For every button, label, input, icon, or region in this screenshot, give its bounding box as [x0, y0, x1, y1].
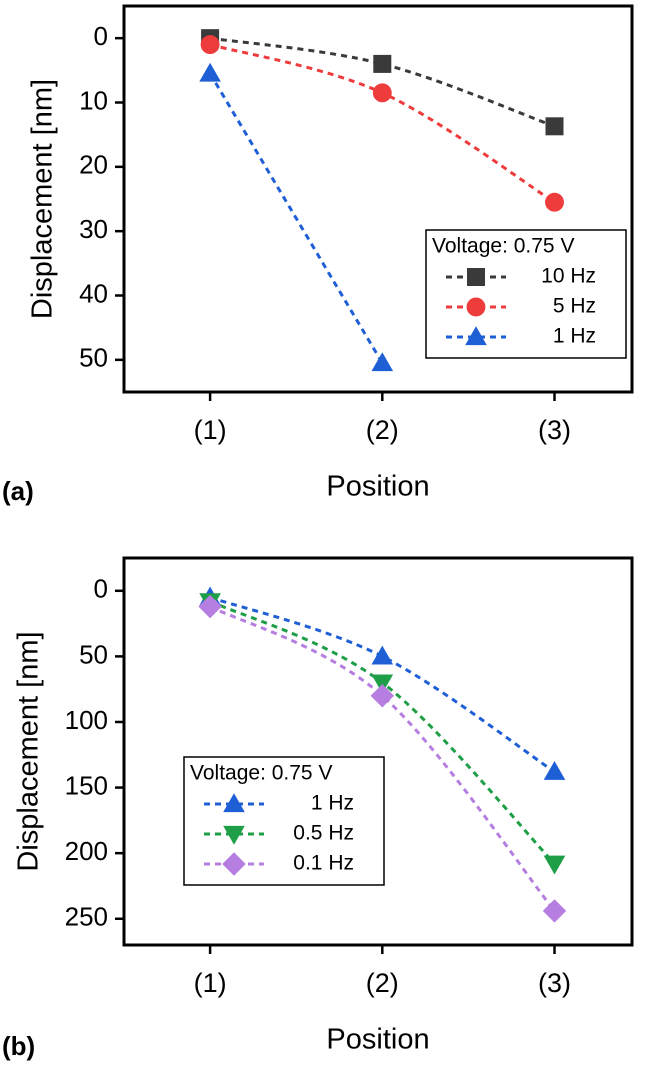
x-tick-label: (2): [366, 968, 399, 998]
data-point: [371, 645, 394, 665]
y-tick-label: 0: [94, 21, 108, 51]
x-tick-label: (3): [538, 968, 571, 998]
series-line: [209, 595, 556, 774]
series-line: [208, 72, 384, 364]
legend-marker: [223, 825, 245, 845]
data-point: [200, 35, 220, 55]
legend-box: [425, 229, 627, 359]
x-axis-label: Position: [326, 471, 429, 503]
data-point: [543, 761, 566, 780]
y-tick-label: 50: [79, 343, 108, 373]
legend-marker: [465, 326, 487, 346]
plot-frame: [122, 556, 634, 947]
legend-label: 1 Hz: [311, 792, 354, 815]
data-point: [198, 594, 222, 619]
series-line: [209, 36, 556, 128]
legend-title: Voltage: 0.75 V: [432, 235, 574, 258]
legend-label: 0.1 Hz: [293, 852, 354, 875]
x-axis-label: Position: [326, 1024, 429, 1056]
panel-label: (b): [2, 1031, 35, 1061]
y-tick-label: 150: [65, 770, 108, 800]
data-point: [545, 192, 564, 212]
legend-label: 5 Hz: [553, 295, 596, 318]
y-tick-label: 40: [79, 278, 108, 308]
legend-box: [183, 756, 385, 886]
legend-title: Voltage: 0.75 V: [190, 762, 332, 785]
x-tick-label: (1): [194, 415, 227, 445]
panel-label: (a): [2, 476, 34, 506]
data-point: [370, 684, 395, 708]
y-axis-label: Displacement [nm]: [27, 79, 59, 319]
y-tick-label: 20: [79, 150, 108, 180]
y-tick-label: 0: [94, 574, 108, 604]
legend-label: 1 Hz: [553, 325, 596, 348]
data-point: [543, 855, 566, 875]
y-tick-label: 250: [65, 902, 108, 932]
x-tick-label: (2): [366, 415, 399, 445]
data-point: [199, 62, 221, 82]
data-point: [542, 899, 567, 923]
data-point: [373, 54, 392, 73]
y-tick-label: 10: [79, 85, 108, 115]
plot-frame: [122, 4, 634, 394]
x-tick-label: (3): [538, 415, 571, 445]
legend-marker: [222, 852, 246, 876]
legend-marker: [223, 793, 245, 813]
y-tick-label: 200: [65, 836, 108, 866]
x-tick-label: (1): [194, 968, 227, 998]
legend-marker: [467, 268, 485, 286]
data-point: [371, 352, 394, 372]
series-line: [209, 605, 556, 912]
y-tick-label: 100: [65, 705, 108, 735]
data-point: [371, 674, 394, 694]
y-tick-label: 50: [79, 639, 108, 669]
legend-label: 10 Hz: [541, 265, 596, 288]
legend-marker: [466, 297, 486, 317]
y-axis-label: Displacement [nm]: [13, 631, 45, 871]
legend-label: 0.5 Hz: [293, 822, 354, 845]
data-point: [545, 117, 564, 136]
data-point: [372, 83, 392, 103]
y-tick-label: 30: [79, 214, 108, 244]
